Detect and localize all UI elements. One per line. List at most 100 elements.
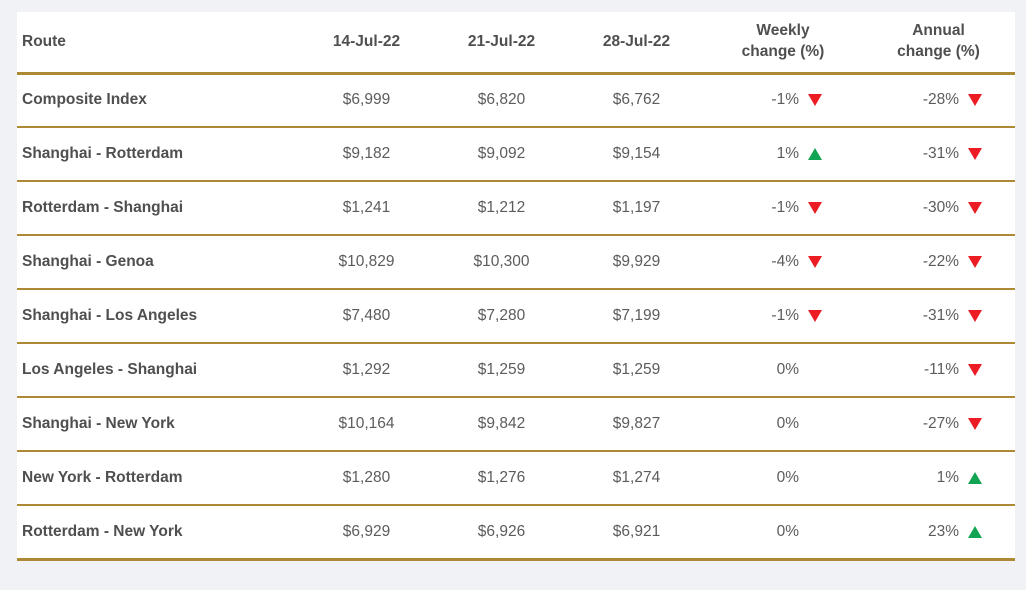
route-cell: Shanghai - Rotterdam	[17, 127, 299, 182]
down-triangle-icon	[808, 310, 822, 322]
weekly-change-value: -1%	[771, 307, 799, 324]
table-row: Shanghai - New York $10,164 $9,842 $9,82…	[17, 397, 1015, 452]
route-cell: Los Angeles - Shanghai	[17, 343, 299, 398]
weekly-change-cell: 0%	[704, 343, 862, 398]
table-row: Shanghai - Los Angeles $7,480 $7,280 $7,…	[17, 289, 1015, 344]
route-cell: Shanghai - New York	[17, 397, 299, 452]
price-21-jul-cell: $1,259	[434, 343, 569, 398]
weekly-change-value: -1%	[771, 199, 799, 216]
down-triangle-icon	[968, 148, 982, 160]
weekly-change-cell: -1%	[704, 181, 862, 236]
freight-rates-table: Route 14-Jul-22 21-Jul-22 28-Jul-22 Week…	[17, 12, 1015, 561]
route-cell: Shanghai - Genoa	[17, 235, 299, 290]
price-28-jul-cell: $1,197	[569, 181, 704, 236]
route-cell: Rotterdam - Shanghai	[17, 181, 299, 236]
down-triangle-icon	[808, 256, 822, 268]
freight-rates-table-container: Route 14-Jul-22 21-Jul-22 28-Jul-22 Week…	[17, 12, 1015, 561]
column-header-21-jul-22: 21-Jul-22	[434, 12, 569, 75]
weekly-change-value: 0%	[776, 361, 799, 378]
route-cell: Shanghai - Los Angeles	[17, 289, 299, 344]
price-28-jul-cell: $7,199	[569, 289, 704, 344]
weekly-change-value: 1%	[776, 145, 799, 162]
column-header-weekly-change: Weekly change (%)	[704, 12, 862, 75]
price-14-jul-cell: $10,164	[299, 397, 434, 452]
price-21-jul-cell: $10,300	[434, 235, 569, 290]
price-28-jul-cell: $6,921	[569, 505, 704, 561]
annual-change-cell: 1%	[862, 451, 1015, 506]
annual-change-value: -30%	[922, 199, 959, 216]
annual-change-value: -31%	[922, 307, 959, 324]
table-header-row: Route 14-Jul-22 21-Jul-22 28-Jul-22 Week…	[17, 12, 1015, 75]
table-row: Rotterdam - New York $6,929 $6,926 $6,92…	[17, 505, 1015, 561]
price-14-jul-cell: $10,829	[299, 235, 434, 290]
up-triangle-icon	[968, 472, 982, 484]
down-triangle-icon	[968, 364, 982, 376]
annual-change-cell: -31%	[862, 127, 1015, 182]
column-header-route: Route	[17, 12, 299, 75]
annual-change-cell: -11%	[862, 343, 1015, 398]
weekly-change-cell: -1%	[704, 289, 862, 344]
annual-change-cell: -31%	[862, 289, 1015, 344]
price-28-jul-cell: $9,154	[569, 127, 704, 182]
down-triangle-icon	[968, 310, 982, 322]
annual-change-cell: 23%	[862, 505, 1015, 561]
table-row: Rotterdam - Shanghai $1,241 $1,212 $1,19…	[17, 181, 1015, 236]
annual-change-value: -11%	[923, 361, 959, 378]
price-28-jul-cell: $1,259	[569, 343, 704, 398]
down-triangle-icon	[808, 94, 822, 107]
weekly-change-value: -1%	[771, 91, 799, 109]
price-21-jul-cell: $1,212	[434, 181, 569, 236]
annual-change-value: -27%	[922, 415, 959, 432]
down-triangle-icon	[808, 202, 822, 214]
annual-change-value: 1%	[936, 469, 959, 486]
weekly-change-cell: 0%	[704, 397, 862, 452]
weekly-change-cell: 0%	[704, 451, 862, 506]
annual-change-cell: -28%	[862, 73, 1015, 128]
price-14-jul-cell: $1,280	[299, 451, 434, 506]
price-28-jul-cell: $1,274	[569, 451, 704, 506]
price-14-jul-cell: $9,182	[299, 127, 434, 182]
table-row: Shanghai - Rotterdam $9,182 $9,092 $9,15…	[17, 127, 1015, 182]
weekly-change-cell: 1%	[704, 127, 862, 182]
price-21-jul-cell: $7,280	[434, 289, 569, 344]
down-triangle-icon	[968, 94, 982, 107]
column-header-28-jul-22: 28-Jul-22	[569, 12, 704, 75]
down-triangle-icon	[968, 202, 982, 214]
weekly-change-value: 0%	[776, 522, 799, 540]
price-21-jul-cell: $6,926	[434, 505, 569, 561]
weekly-change-cell: 0%	[704, 505, 862, 561]
annual-change-cell: -27%	[862, 397, 1015, 452]
weekly-change-cell: -4%	[704, 235, 862, 290]
price-14-jul-cell: $7,480	[299, 289, 434, 344]
table-row: Shanghai - Genoa $10,829 $10,300 $9,929 …	[17, 235, 1015, 290]
column-header-annual-change: Annual change (%)	[862, 12, 1015, 75]
route-cell: Composite Index	[17, 73, 299, 128]
annual-change-value: -22%	[922, 253, 959, 270]
price-21-jul-cell: $9,092	[434, 127, 569, 182]
price-21-jul-cell: $9,842	[434, 397, 569, 452]
annual-change-value: 23%	[927, 522, 959, 540]
column-header-14-jul-22: 14-Jul-22	[299, 12, 434, 75]
table-row: Los Angeles - Shanghai $1,292 $1,259 $1,…	[17, 343, 1015, 398]
price-28-jul-cell: $6,762	[569, 73, 704, 128]
price-21-jul-cell: $6,820	[434, 73, 569, 128]
weekly-change-value: 0%	[776, 469, 799, 486]
weekly-change-value: -4%	[771, 253, 799, 270]
table-row: Composite Index $6,999 $6,820 $6,762 -1%…	[17, 73, 1015, 128]
weekly-change-cell: -1%	[704, 73, 862, 128]
price-14-jul-cell: $1,241	[299, 181, 434, 236]
price-14-jul-cell: $6,999	[299, 73, 434, 128]
price-14-jul-cell: $1,292	[299, 343, 434, 398]
price-21-jul-cell: $1,276	[434, 451, 569, 506]
weekly-change-value: 0%	[776, 415, 799, 432]
price-28-jul-cell: $9,827	[569, 397, 704, 452]
down-triangle-icon	[968, 418, 982, 430]
annual-change-cell: -30%	[862, 181, 1015, 236]
annual-change-value: -31%	[922, 145, 959, 162]
annual-change-cell: -22%	[862, 235, 1015, 290]
annual-change-value: -28%	[922, 91, 959, 109]
up-triangle-icon	[808, 148, 822, 160]
route-cell: New York - Rotterdam	[17, 451, 299, 506]
price-28-jul-cell: $9,929	[569, 235, 704, 290]
price-14-jul-cell: $6,929	[299, 505, 434, 561]
